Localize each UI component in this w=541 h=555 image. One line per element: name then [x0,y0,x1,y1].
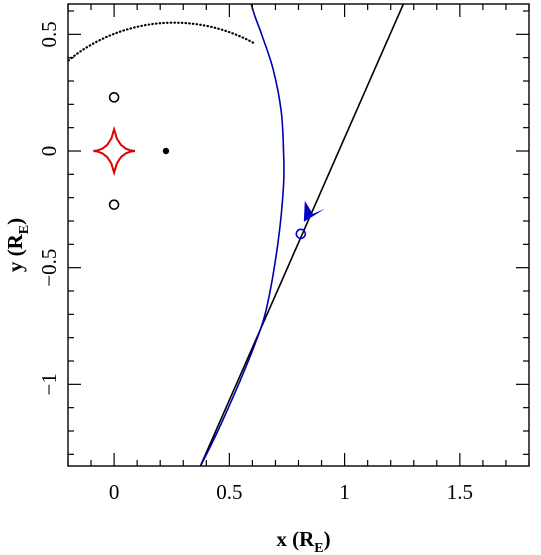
axis-ticks [67,4,530,466]
x-axis-label-main: x (R [276,527,315,551]
y-tick-label: −1 [37,373,61,395]
source-trajectory-line [199,4,405,466]
chart-curves [68,4,405,466]
x-axis-label-end: ) [324,527,331,551]
direction-arrow [303,200,325,222]
y-axis-label-sub: E [17,225,32,234]
x-axis-label: x (RE) [276,527,330,555]
x-tick-label: 0 [109,480,120,504]
x-axis-label-sub: E [314,541,323,555]
chart-markers [108,92,325,240]
companion-point-marker [162,147,170,155]
x-tick-label: 0.5 [216,480,242,504]
x-tick-label: 1.5 [447,480,473,504]
y-axis-label-main: y (R [3,233,27,272]
tick-labels: 0 0.5 1 1.5 0.5 0 −0.5 −1 [37,21,473,504]
critical-curve-dotted [68,21,255,63]
y-axis-label: y (RE) [3,218,32,272]
y-tick-label: −0.5 [37,249,61,287]
caustic-curve [93,125,135,177]
y-tick-label: 0 [37,146,61,157]
image-trajectory-curve [199,4,285,466]
lens-star-upper-marker [108,92,120,103]
source-position-marker [295,228,307,240]
y-tick-label: 0.5 [37,21,61,47]
x-tick-label: 1 [339,480,350,504]
lens-star-lower-marker [108,199,120,210]
plot-frame [67,3,530,467]
y-axis-label-end: ) [3,218,27,225]
